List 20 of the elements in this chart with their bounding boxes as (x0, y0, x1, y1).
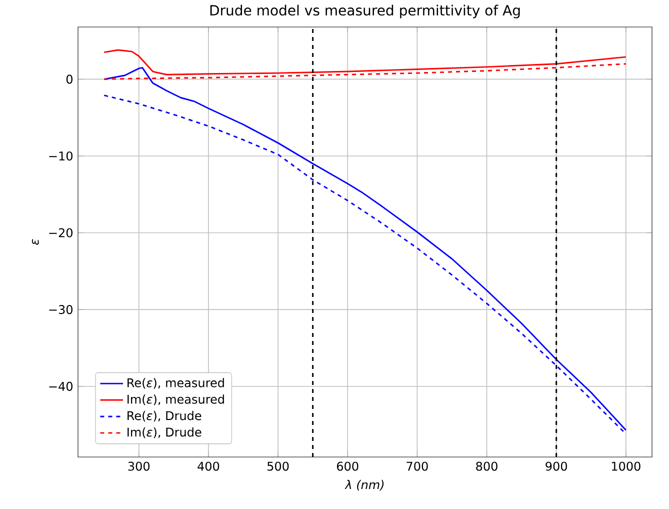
y-tick-label: −20 (49, 228, 72, 238)
x-tick-label: 1000 (612, 462, 640, 471)
chart-title: Drude model vs measured permittivity of Ag (210, 4, 520, 18)
legend-label: Im(ε), Drude (128, 427, 202, 438)
y-tick-label: −30 (49, 305, 72, 314)
y-tick-label: 0 (66, 74, 72, 84)
x-tick-label: 700 (406, 462, 428, 471)
y-tick-label: −40 (49, 382, 72, 391)
x-tick-label: 500 (268, 462, 289, 471)
y-axis-title: ε (32, 239, 39, 245)
x-axis-title: λ (nm) (344, 480, 384, 491)
legend-label: Re(ε), Drude (128, 410, 202, 422)
x-tick-label: 300 (128, 462, 150, 471)
x-tick-label: 600 (336, 462, 358, 471)
x-tick-label: 400 (198, 462, 220, 471)
x-tick-label: 900 (546, 462, 567, 471)
legend-label: Im(ε), measured (128, 394, 224, 406)
x-tick-label: 800 (476, 462, 498, 471)
y-tick-label: −10 (49, 151, 72, 161)
legend-label: Re(ε), measured (128, 378, 224, 389)
